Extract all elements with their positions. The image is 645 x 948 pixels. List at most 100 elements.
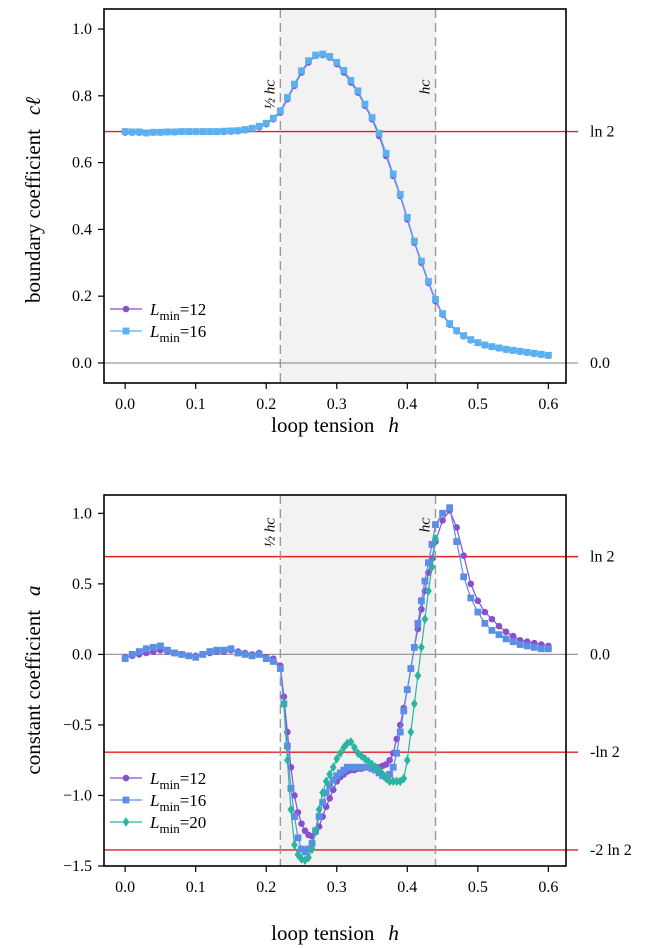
x-tick-label: 0.5 xyxy=(468,396,488,413)
data-point xyxy=(396,776,404,787)
data-point xyxy=(283,742,291,750)
data-point xyxy=(305,57,312,65)
data-point xyxy=(326,769,334,780)
data-point xyxy=(495,622,503,630)
data-point xyxy=(439,517,446,524)
data-point xyxy=(171,128,178,136)
reference-line-label: ln 2 xyxy=(590,124,614,141)
data-point xyxy=(495,631,503,639)
x-tick-label: 0.1 xyxy=(186,396,206,413)
data-point xyxy=(372,762,379,773)
data-point xyxy=(227,645,235,653)
reference-line-label: 0.0 xyxy=(590,646,610,663)
data-point xyxy=(368,759,376,770)
data-point xyxy=(185,652,193,660)
data-point xyxy=(432,296,439,303)
y-tick-label: 0.6 xyxy=(72,155,92,172)
data-point xyxy=(509,638,517,646)
data-point xyxy=(164,646,171,654)
data-point xyxy=(241,126,249,133)
data-point xyxy=(308,844,316,854)
data-point xyxy=(467,580,475,588)
data-point xyxy=(460,552,468,559)
data-point xyxy=(379,769,387,780)
data-point xyxy=(185,128,193,135)
data-point xyxy=(283,755,291,766)
x-tick-label: 0.0 xyxy=(115,396,135,413)
data-point xyxy=(326,794,334,802)
x-tick-label: 0.1 xyxy=(186,879,206,896)
plot-frame xyxy=(103,8,567,384)
data-point xyxy=(308,840,316,847)
data-point xyxy=(291,840,298,850)
vertical-markers xyxy=(279,9,437,383)
data-point xyxy=(164,128,171,136)
data-point xyxy=(509,346,517,354)
reference-line-label: -ln 2 xyxy=(590,744,620,761)
data-point xyxy=(396,728,404,736)
data-point xyxy=(428,540,436,548)
data-point xyxy=(418,597,425,605)
data-point xyxy=(315,813,323,821)
data-point xyxy=(467,336,475,343)
data-point xyxy=(255,122,263,130)
vertical-marker-label: hᴄ xyxy=(418,80,434,95)
data-point xyxy=(523,642,531,650)
data-point xyxy=(358,763,365,771)
data-point xyxy=(262,119,270,127)
x-tick-label: 0.5 xyxy=(468,879,488,896)
data-point xyxy=(495,344,503,352)
data-point xyxy=(333,753,341,764)
y-tick-label: 0.0 xyxy=(72,646,92,663)
data-point xyxy=(425,586,432,596)
data-point xyxy=(453,327,461,334)
x-tick-label: 0.4 xyxy=(397,396,417,413)
data-point xyxy=(382,773,390,784)
legend-item: Lmin=16 xyxy=(110,791,206,814)
data-point xyxy=(326,782,334,789)
data-point xyxy=(262,655,270,663)
data-point xyxy=(319,799,327,806)
data-point xyxy=(347,763,355,771)
data-point xyxy=(269,114,277,122)
legend-item: Lmin=12 xyxy=(110,300,206,323)
data-point xyxy=(537,350,545,358)
data-point xyxy=(386,776,394,787)
data-point xyxy=(418,642,425,653)
data-point xyxy=(375,129,383,137)
y-tick-label: −1.0 xyxy=(63,787,92,804)
data-point xyxy=(410,643,418,651)
shaded-region xyxy=(280,9,436,383)
data-point xyxy=(516,641,524,648)
data-point xyxy=(350,763,358,771)
y-axis-ticks: −1.5 −1.0 −0.5 0.0 0.5 1.0 xyxy=(63,505,104,875)
data-point xyxy=(425,559,432,567)
x-axis-ticks: 0.0 0.1 0.2 0.3 0.4 0.5 0.6 xyxy=(115,383,558,413)
data-point xyxy=(386,756,393,764)
legend-label: Lmin=12 xyxy=(149,300,206,323)
data-point xyxy=(298,854,305,864)
data-point xyxy=(142,645,150,653)
data-point xyxy=(206,648,214,655)
data-point xyxy=(432,533,439,544)
data-point xyxy=(414,670,422,681)
data-point xyxy=(407,665,415,672)
data-point xyxy=(368,114,376,121)
data-series xyxy=(121,504,552,866)
legend-marker xyxy=(122,796,130,804)
data-point xyxy=(291,813,298,821)
legend-marker xyxy=(122,774,130,782)
data-point xyxy=(157,128,164,136)
data-point xyxy=(509,632,517,640)
data-point xyxy=(432,521,439,529)
data-point xyxy=(340,766,348,774)
reference-line-label: -2 ln 2 xyxy=(590,842,632,859)
data-point xyxy=(537,645,545,653)
data-point xyxy=(213,646,221,654)
x-tick-label: 0.4 xyxy=(397,879,417,896)
data-point xyxy=(269,658,277,665)
data-point xyxy=(382,149,390,157)
data-point xyxy=(171,649,178,657)
data-point xyxy=(305,845,312,853)
data-point xyxy=(319,50,327,58)
